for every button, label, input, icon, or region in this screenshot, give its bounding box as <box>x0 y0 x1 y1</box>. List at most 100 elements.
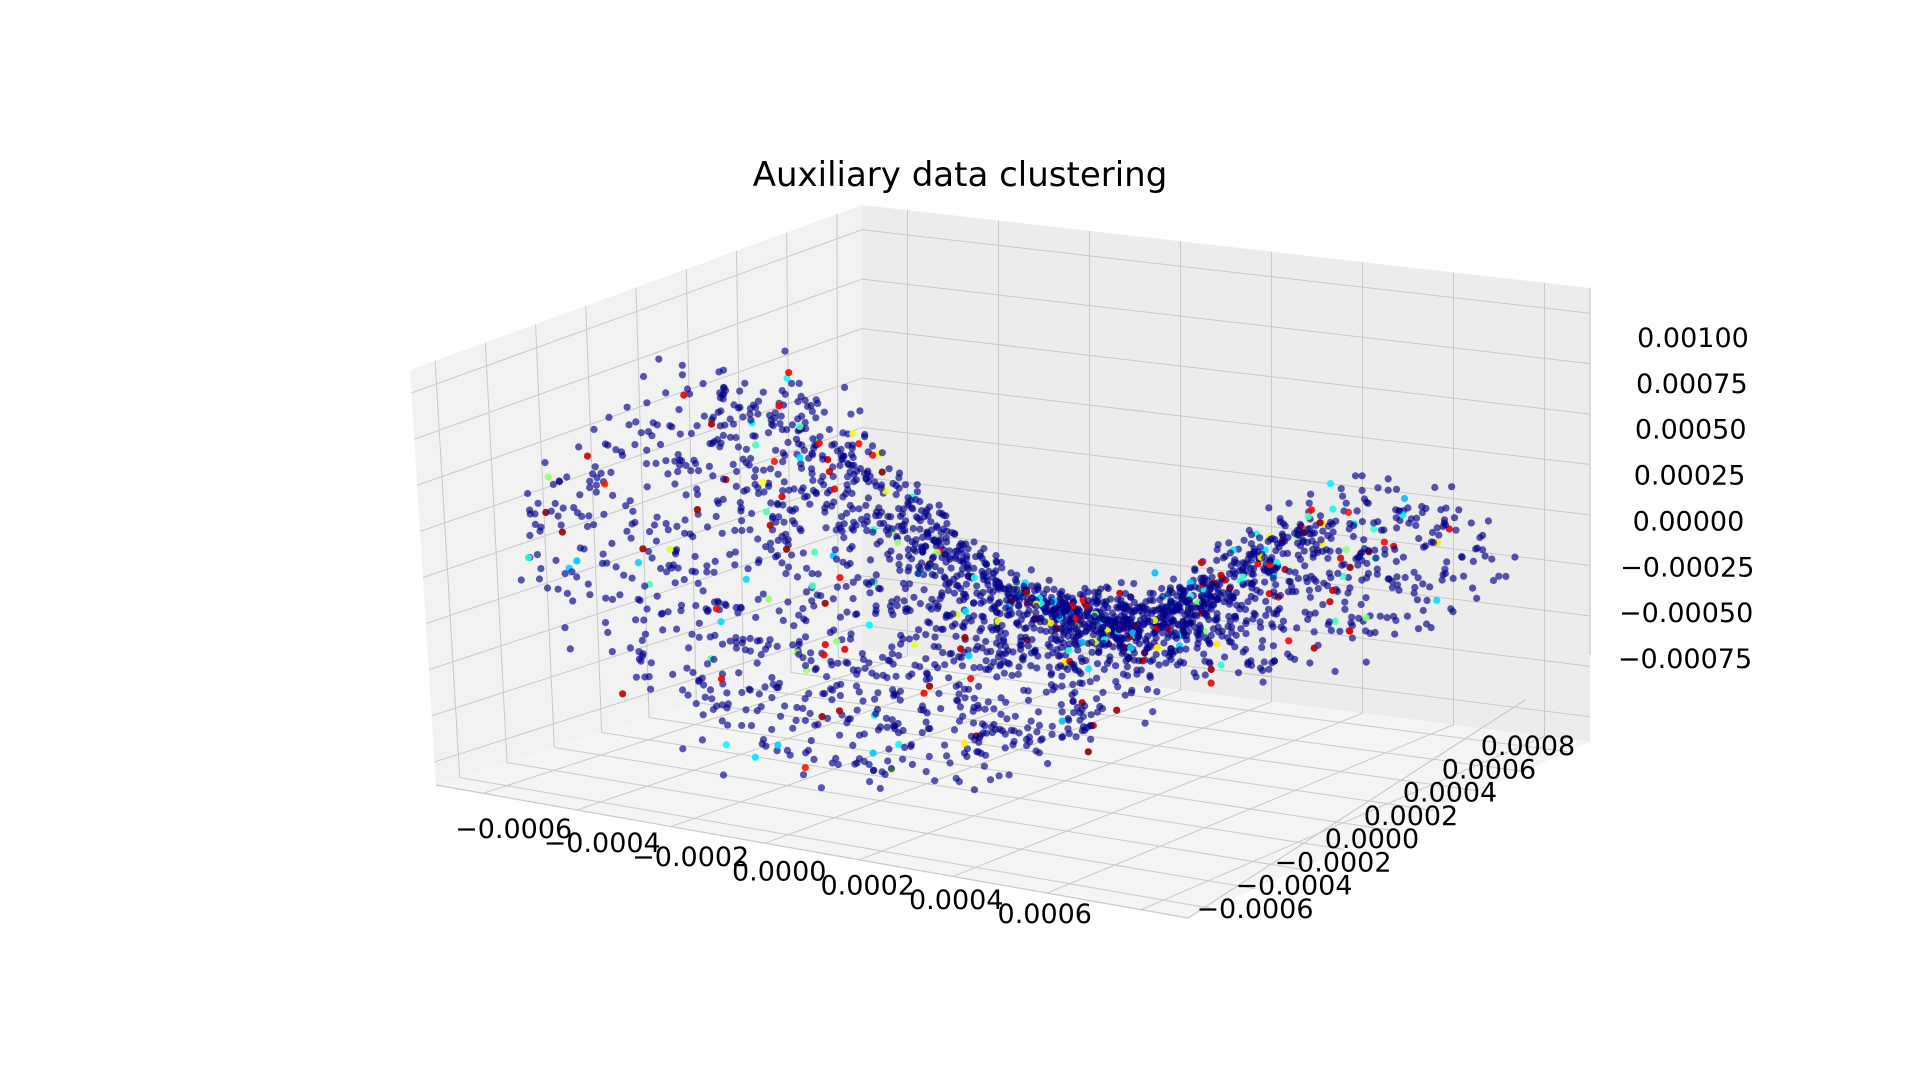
data-point <box>533 551 542 559</box>
data-point <box>1259 637 1267 645</box>
data-point <box>1431 483 1439 491</box>
data-point <box>1013 586 1021 594</box>
data-point <box>777 712 785 720</box>
y-gridline-floor <box>648 717 1390 831</box>
data-point <box>821 641 829 649</box>
data-point <box>980 762 989 770</box>
data-point <box>682 461 690 470</box>
data-point <box>635 655 644 663</box>
data-point <box>1247 556 1256 564</box>
data-point <box>864 448 872 456</box>
data-point <box>713 702 721 710</box>
data-point <box>1001 642 1010 651</box>
data-point <box>709 472 717 480</box>
data-point <box>1159 592 1167 601</box>
data-point <box>710 568 718 576</box>
data-point <box>970 564 978 572</box>
data-point <box>1259 678 1267 686</box>
data-point <box>1087 735 1095 743</box>
data-point <box>1302 574 1310 582</box>
data-point <box>843 509 851 517</box>
data-point <box>894 539 902 547</box>
data-point <box>780 518 788 526</box>
data-point <box>1305 499 1313 507</box>
data-point <box>626 497 634 505</box>
data-point <box>671 547 680 556</box>
data-point <box>1081 702 1089 710</box>
data-point <box>876 585 884 593</box>
data-point <box>1357 600 1365 609</box>
data-point <box>896 512 905 520</box>
data-point <box>884 530 893 538</box>
data-point <box>1284 650 1292 658</box>
data-point <box>950 726 959 734</box>
data-point <box>674 564 682 572</box>
data-point <box>586 477 594 485</box>
data-point <box>1027 717 1035 725</box>
data-point <box>922 718 930 726</box>
data-point <box>1058 587 1066 596</box>
data-point <box>869 749 877 757</box>
data-point <box>1193 612 1201 620</box>
data-point <box>977 599 985 607</box>
data-point <box>801 493 809 501</box>
back-pane <box>862 205 1590 742</box>
data-point <box>643 399 651 407</box>
data-point <box>974 642 982 650</box>
data-point <box>915 626 923 634</box>
data-point <box>932 542 940 550</box>
data-point <box>1324 554 1332 562</box>
data-point <box>856 407 864 415</box>
data-point <box>1264 537 1272 546</box>
data-point <box>781 390 789 398</box>
data-point <box>978 554 986 562</box>
data-point <box>842 490 850 498</box>
data-point <box>1225 600 1234 608</box>
data-point <box>718 701 726 709</box>
data-point <box>1153 688 1161 696</box>
data-point <box>683 385 692 393</box>
data-point <box>656 440 665 449</box>
z-gridline-left <box>422 427 863 578</box>
data-point <box>1010 737 1018 746</box>
data-point <box>662 457 670 465</box>
data-point <box>1214 541 1222 549</box>
data-point <box>981 705 989 713</box>
data-point <box>1272 581 1280 589</box>
data-point <box>799 704 807 713</box>
data-point <box>735 669 743 677</box>
data-point <box>1068 594 1076 602</box>
data-point <box>848 441 856 449</box>
data-point <box>573 509 582 517</box>
data-point <box>993 673 1001 681</box>
data-point <box>1206 566 1214 575</box>
data-point <box>632 673 641 681</box>
data-point <box>1003 715 1011 723</box>
data-point <box>910 545 918 554</box>
y-tick-label: 0.0004 <box>1403 778 1497 809</box>
data-point <box>962 608 970 616</box>
data-point <box>953 547 962 555</box>
data-point <box>1331 617 1339 626</box>
data-point <box>681 529 689 537</box>
data-point <box>916 663 924 671</box>
data-point <box>1097 585 1105 593</box>
data-point <box>680 391 688 399</box>
data-point <box>1342 499 1350 507</box>
data-point <box>1123 632 1131 640</box>
data-point <box>718 391 726 399</box>
z-tick-label: 0.00000 <box>1633 506 1745 537</box>
data-point <box>939 625 947 633</box>
data-point <box>849 595 857 603</box>
data-point <box>805 689 813 698</box>
data-point <box>590 425 598 433</box>
data-point <box>1167 645 1175 653</box>
data-point <box>1274 606 1282 615</box>
data-point <box>1362 594 1370 602</box>
data-point <box>650 521 659 529</box>
data-point <box>1060 619 1068 627</box>
data-point <box>754 595 762 604</box>
data-point <box>1146 589 1154 597</box>
data-point <box>620 571 628 579</box>
data-point <box>961 694 969 702</box>
